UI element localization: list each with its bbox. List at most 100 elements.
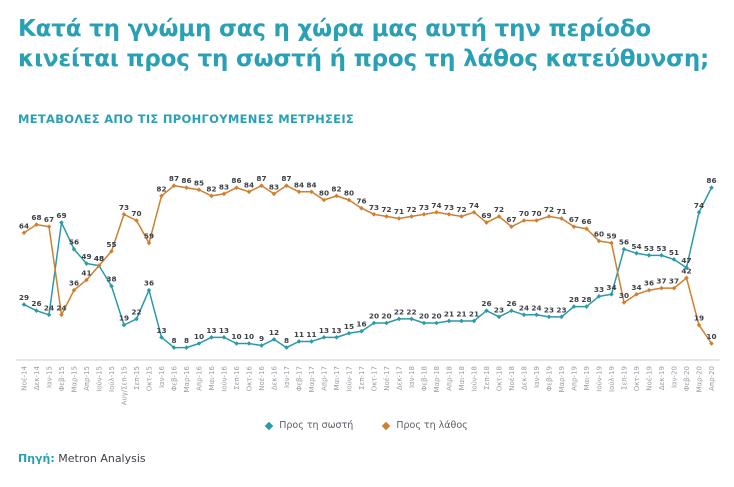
svg-text:19: 19 [119, 314, 129, 323]
svg-text:55: 55 [106, 240, 116, 249]
svg-text:13: 13 [319, 326, 329, 335]
svg-text:12: 12 [269, 328, 279, 337]
svg-text:59: 59 [606, 232, 616, 241]
svg-text:Σεπ-19: Σεπ-19 [621, 366, 629, 390]
svg-text:36: 36 [69, 279, 79, 288]
svg-text:70: 70 [131, 209, 141, 218]
svg-text:72: 72 [456, 205, 466, 214]
svg-text:Μαρ-17: Μαρ-17 [308, 366, 316, 393]
svg-text:Οκτ-18: Οκτ-18 [496, 366, 504, 391]
svg-text:20: 20 [381, 312, 391, 321]
svg-text:Νοέ-16: Νοέ-16 [258, 365, 266, 390]
svg-text:21: 21 [444, 309, 454, 318]
svg-text:22: 22 [131, 307, 141, 316]
svg-text:28: 28 [581, 295, 591, 304]
legend-label-wrong-direction: Προς τη λάθος [396, 420, 468, 431]
svg-text:Απρ-15: Απρ-15 [83, 366, 91, 391]
chart-subtitle: ΜΕΤΑΒΟΛΕΣ ΑΠΟ ΤΙΣ ΠΡΟΗΓΟΥΜΕΝΕΣ ΜΕΤΡΗΣΕΙΣ [18, 112, 355, 126]
svg-text:Φεβ-15: Φεβ-15 [58, 366, 66, 391]
svg-text:82: 82 [206, 184, 216, 193]
svg-text:74: 74 [694, 201, 704, 210]
svg-text:67: 67 [44, 215, 54, 224]
svg-text:86: 86 [181, 176, 191, 185]
svg-text:56: 56 [619, 238, 629, 247]
wrong-direction-diamond-icon [382, 421, 391, 430]
svg-text:Δεκ-14: Δεκ-14 [33, 365, 41, 390]
svg-text:8: 8 [171, 336, 176, 345]
page-title: Κατά τη γνώμη σας η χώρα μας αυτή την πε… [18, 14, 718, 74]
svg-text:87: 87 [256, 174, 266, 183]
svg-text:Ιούν-18: Ιούν-18 [471, 366, 479, 392]
svg-text:71: 71 [556, 207, 566, 216]
svg-text:Ιαν-15: Ιαν-15 [46, 366, 54, 388]
svg-text:22: 22 [406, 307, 416, 316]
svg-text:24: 24 [519, 303, 529, 312]
svg-text:Ιούλ-19: Ιούλ-19 [608, 366, 616, 392]
svg-text:Ιαν-20: Ιαν-20 [671, 366, 679, 388]
svg-text:87: 87 [169, 174, 179, 183]
svg-text:29: 29 [19, 293, 29, 302]
svg-text:11: 11 [306, 330, 316, 339]
svg-text:74: 74 [431, 201, 441, 210]
svg-text:Ιαν-19: Ιαν-19 [533, 366, 541, 388]
svg-text:Ιούν-17: Ιούν-17 [346, 366, 354, 392]
svg-text:Δεκ-17: Δεκ-17 [396, 366, 404, 390]
svg-text:Οκτ-16: Οκτ-16 [246, 365, 254, 391]
svg-text:13: 13 [156, 326, 166, 335]
svg-text:Νοέ-17: Νοέ-17 [383, 366, 391, 391]
svg-text:47: 47 [681, 256, 691, 265]
svg-text:76: 76 [356, 197, 366, 206]
svg-text:86: 86 [231, 176, 241, 185]
svg-text:54: 54 [631, 242, 641, 251]
right-direction-diamond-icon [264, 421, 274, 430]
svg-text:Νοέ-14: Νοέ-14 [21, 365, 29, 390]
svg-text:33: 33 [594, 285, 604, 294]
svg-text:Σεπ-16: Σεπ-16 [233, 365, 241, 389]
svg-text:26: 26 [506, 299, 516, 308]
svg-text:13: 13 [219, 326, 229, 335]
svg-text:Ιούλ-15: Ιούλ-15 [108, 366, 116, 392]
page-title-line-2: κινείται προς τη σωστή ή προς τη λάθος κ… [18, 46, 709, 72]
svg-text:10: 10 [231, 332, 241, 341]
svg-text:86: 86 [706, 176, 716, 185]
chart-legend: Προς τη σωστή Προς τη λάθος [0, 420, 734, 431]
svg-text:20: 20 [419, 312, 429, 321]
svg-text:34: 34 [631, 283, 641, 292]
svg-text:80: 80 [319, 189, 329, 198]
svg-text:13: 13 [331, 326, 341, 335]
svg-text:59: 59 [144, 232, 154, 241]
source-value: Metron Analysis [58, 452, 146, 465]
svg-text:36: 36 [144, 279, 154, 288]
svg-text:72: 72 [544, 205, 554, 214]
svg-text:Μαρ-18: Μαρ-18 [433, 366, 441, 393]
svg-text:Σεπ-17: Σεπ-17 [358, 366, 366, 390]
svg-text:51: 51 [669, 248, 679, 257]
svg-text:Μαρ-15: Μαρ-15 [71, 366, 79, 393]
svg-text:11: 11 [294, 330, 304, 339]
svg-text:Οκτ-19: Οκτ-19 [633, 366, 641, 391]
svg-text:30: 30 [619, 291, 629, 300]
svg-text:21: 21 [469, 309, 479, 318]
svg-text:Μαι-18: Μαι-18 [458, 366, 466, 390]
source-label: Πηγή: [18, 452, 55, 465]
svg-text:37: 37 [669, 277, 679, 286]
svg-text:34: 34 [606, 283, 616, 292]
svg-text:8: 8 [284, 336, 289, 345]
svg-text:Απρ-18: Απρ-18 [446, 366, 454, 391]
svg-text:48: 48 [94, 254, 104, 263]
svg-text:20: 20 [431, 312, 441, 321]
svg-text:Οκτ-17: Οκτ-17 [371, 366, 379, 391]
svg-text:41: 41 [81, 268, 91, 277]
svg-text:Ιαν-18: Ιαν-18 [408, 366, 416, 388]
svg-text:24: 24 [56, 303, 66, 312]
svg-text:82: 82 [156, 184, 166, 193]
svg-text:Μαι-19: Μαι-19 [583, 366, 591, 390]
legend-label-right-direction: Προς τη σωστή [279, 420, 354, 431]
svg-text:72: 72 [381, 205, 391, 214]
legend-item-wrong-direction: Προς τη λάθος [382, 420, 468, 431]
svg-text:Ιαν-17: Ιαν-17 [283, 366, 291, 388]
svg-text:Αυγ/Σεπ-15: Αυγ/Σεπ-15 [121, 366, 129, 405]
svg-text:Απρ-20: Απρ-20 [708, 366, 716, 391]
svg-text:64: 64 [19, 221, 29, 230]
